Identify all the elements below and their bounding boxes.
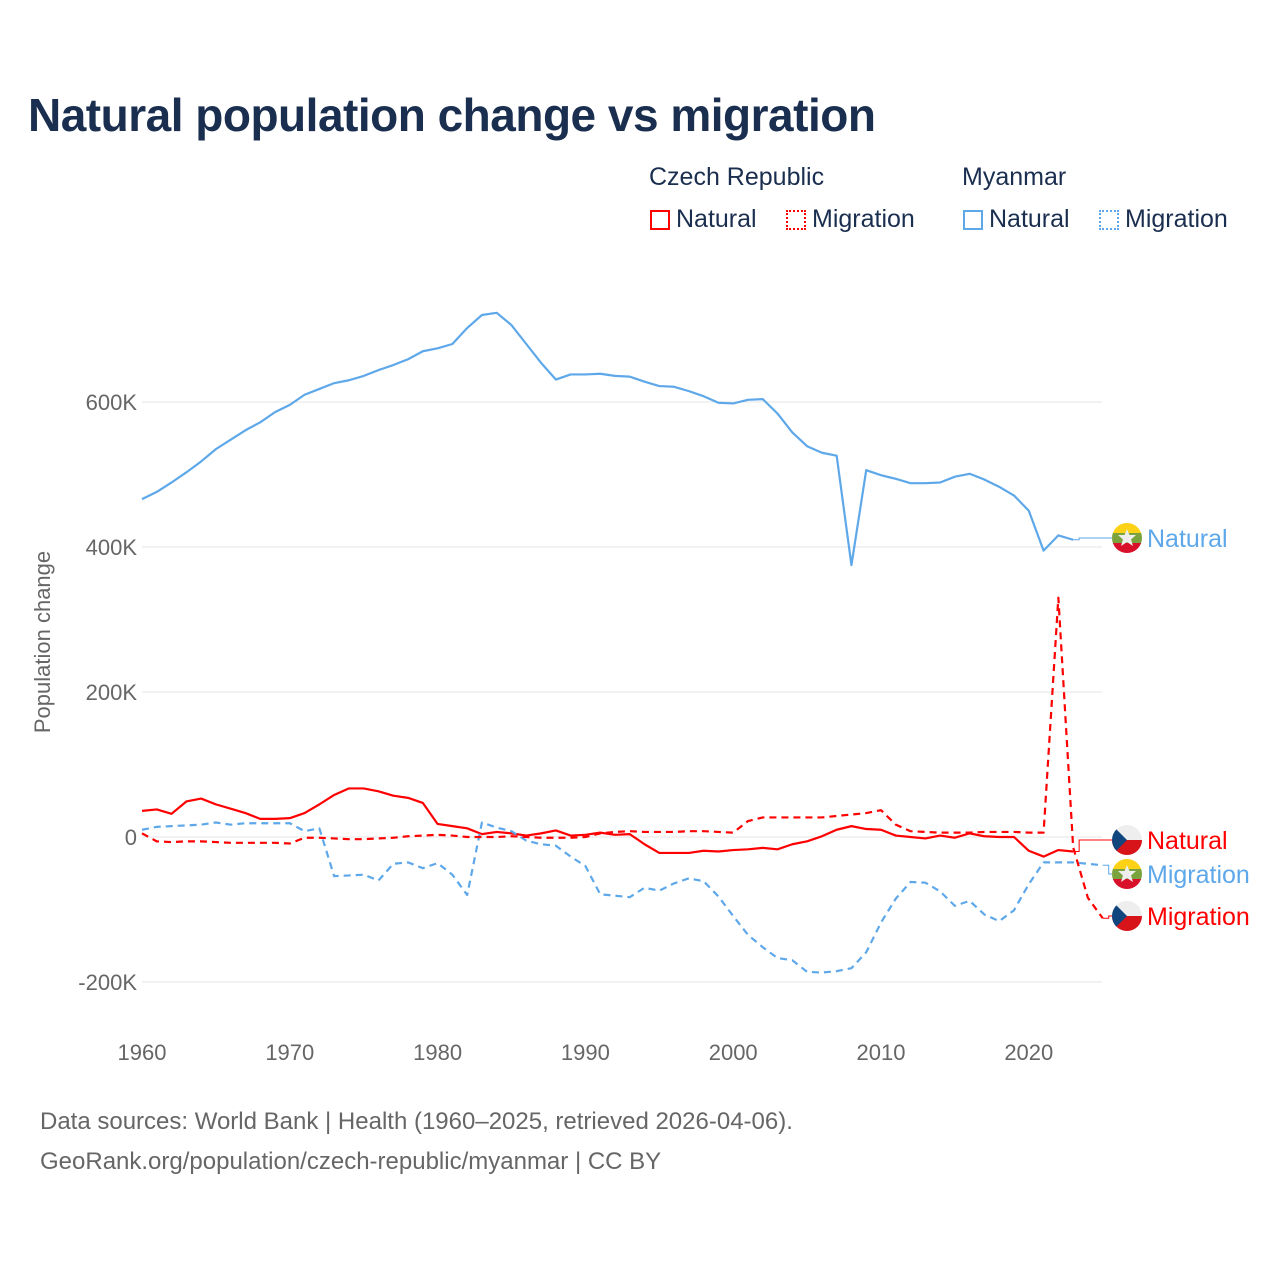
flag-stripe: [1112, 523, 1142, 533]
x-tick-label: 1960: [118, 1040, 167, 1065]
czech-flag-icon: [1112, 901, 1142, 931]
flag-stripe: [1112, 543, 1142, 553]
series-end-label: Migration: [1147, 861, 1250, 889]
y-axis-label: Population change: [30, 551, 55, 733]
legend-label: Migration: [812, 205, 915, 233]
dotted-swatch-icon: [786, 209, 806, 230]
legend-czech-migration[interactable]: Migration: [786, 205, 915, 234]
flag-stripe: [1112, 879, 1142, 889]
label-connector: [1073, 839, 1112, 852]
series-end-label: Natural: [1147, 827, 1228, 855]
series-line-czech-republic-migration: [141, 596, 1104, 919]
legend-myanmar-natural[interactable]: Natural: [963, 205, 1070, 234]
x-tick-label: 2020: [1004, 1040, 1053, 1065]
legend-label: Natural: [989, 205, 1070, 233]
y-tick-label: -200K: [78, 970, 137, 995]
myanmar-flag-icon: [1112, 523, 1142, 553]
y-tick-label: 0: [125, 825, 137, 850]
flag: [1112, 825, 1142, 855]
x-tick-label: 1990: [561, 1040, 610, 1065]
legend-country-myanmar: Myanmar: [962, 163, 1067, 191]
czech-flag-icon: [1112, 825, 1142, 855]
myanmar-flag-icon: [1112, 859, 1142, 889]
footer-link[interactable]: GeoRank.org/population/czech-republic/my…: [40, 1148, 662, 1175]
dotted-swatch-icon: [1099, 209, 1119, 230]
flag: [1112, 523, 1142, 553]
series-end-label: Migration: [1147, 903, 1250, 931]
legend-country-czech: Czech Republic: [649, 163, 825, 191]
series-end-label: Natural: [1147, 525, 1228, 553]
label-connector: [1102, 915, 1112, 919]
series-line-czech-republic-natural: [141, 787, 1074, 858]
series-line-myanmar-natural: [141, 311, 1074, 567]
legend-label: Natural: [676, 205, 757, 233]
label-connector: [1102, 864, 1112, 875]
label-connector: [1073, 537, 1112, 541]
star-icon: [1118, 529, 1136, 546]
y-tick-label: 400K: [86, 535, 138, 560]
y-tick-label: 600K: [86, 390, 138, 415]
x-tick-label: 1970: [265, 1040, 314, 1065]
star-icon: [1118, 865, 1136, 882]
x-tick-label: 1980: [413, 1040, 462, 1065]
series-line-myanmar-migration: [141, 821, 1103, 974]
chart-title: Natural population change vs migration: [28, 89, 876, 141]
x-tick-label: 2000: [709, 1040, 758, 1065]
flag-triangle: [1112, 825, 1127, 855]
flag: [1112, 901, 1142, 931]
flag-triangle: [1112, 901, 1127, 931]
footer-sources: Data sources: World Bank | Health (1960–…: [40, 1108, 793, 1135]
solid-swatch-icon: [650, 209, 670, 230]
legend-label: Migration: [1125, 205, 1228, 233]
flag: [1112, 859, 1142, 889]
x-tick-label: 2010: [857, 1040, 906, 1065]
flag-stripe: [1112, 859, 1142, 869]
legend-myanmar-migration[interactable]: Migration: [1099, 205, 1228, 234]
y-tick-label: 200K: [86, 680, 138, 705]
legend-czech-natural[interactable]: Natural: [650, 205, 757, 234]
solid-swatch-icon: [963, 209, 983, 230]
